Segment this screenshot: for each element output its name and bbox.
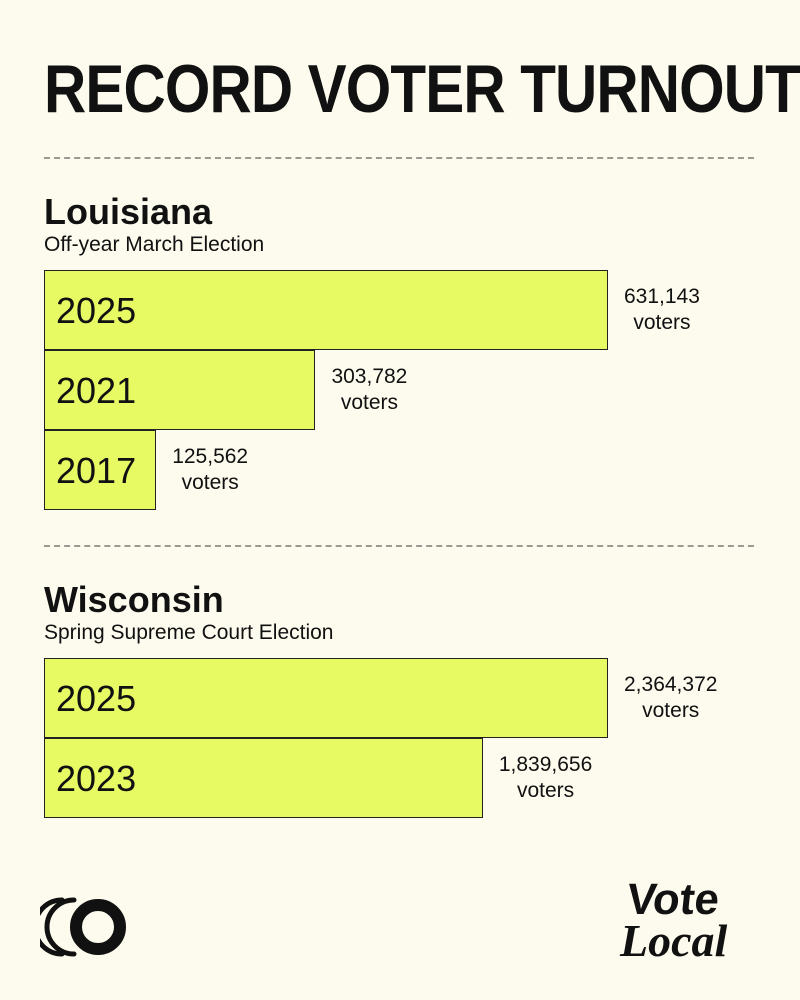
voter-unit: voters [516, 779, 575, 802]
bar-value-label: 303,782 voters [331, 364, 407, 416]
divider [44, 545, 754, 547]
voter-unit: voters [340, 391, 398, 414]
svg-text:Vote: Vote [625, 875, 722, 924]
bar-value-label: 125,562 voters [172, 444, 248, 496]
voter-count: 1,839,656 [498, 753, 593, 776]
bar-2025: 2025 [44, 658, 608, 738]
voter-count: 2,364,372 [624, 673, 718, 696]
signal-circle-icon [32, 892, 132, 967]
bar-value-label: 2,364,372 voters [624, 672, 717, 724]
bar-2021: 2021 [44, 350, 316, 430]
bar-year-label: 2023 [56, 758, 137, 799]
vote-local-logo: Vote Local [612, 872, 757, 967]
section-subtitle: Off-year March Election [44, 233, 265, 256]
voter-unit: voters [181, 471, 239, 494]
bar-year-label: 2025 [56, 290, 137, 331]
voter-count: 303,782 [331, 365, 408, 388]
section-subtitle: Spring Supreme Court Election [44, 621, 334, 644]
section-title: Louisiana [44, 191, 213, 232]
voter-count: 631,143 [624, 285, 700, 308]
page-title: RECORD VOTER TURNOUT [44, 51, 800, 127]
voter-unit: voters [642, 699, 700, 722]
bar-value-label: 1,839,656 voters [499, 752, 592, 804]
bar-2017: 2017 [44, 430, 157, 510]
bar-year-label: 2025 [56, 678, 137, 719]
voter-count: 125,562 [172, 445, 249, 468]
voter-unit: voters [633, 311, 691, 334]
bar-2025: 2025 [44, 270, 608, 350]
svg-text:Local: Local [619, 915, 728, 962]
bar-2023: 2023 [44, 738, 483, 818]
divider [44, 157, 754, 159]
bar-value-label: 631,143 voters [624, 284, 700, 336]
bar-year-label: 2021 [56, 370, 137, 411]
section-title: Wisconsin [44, 579, 224, 620]
bar-year-label: 2017 [56, 450, 137, 491]
